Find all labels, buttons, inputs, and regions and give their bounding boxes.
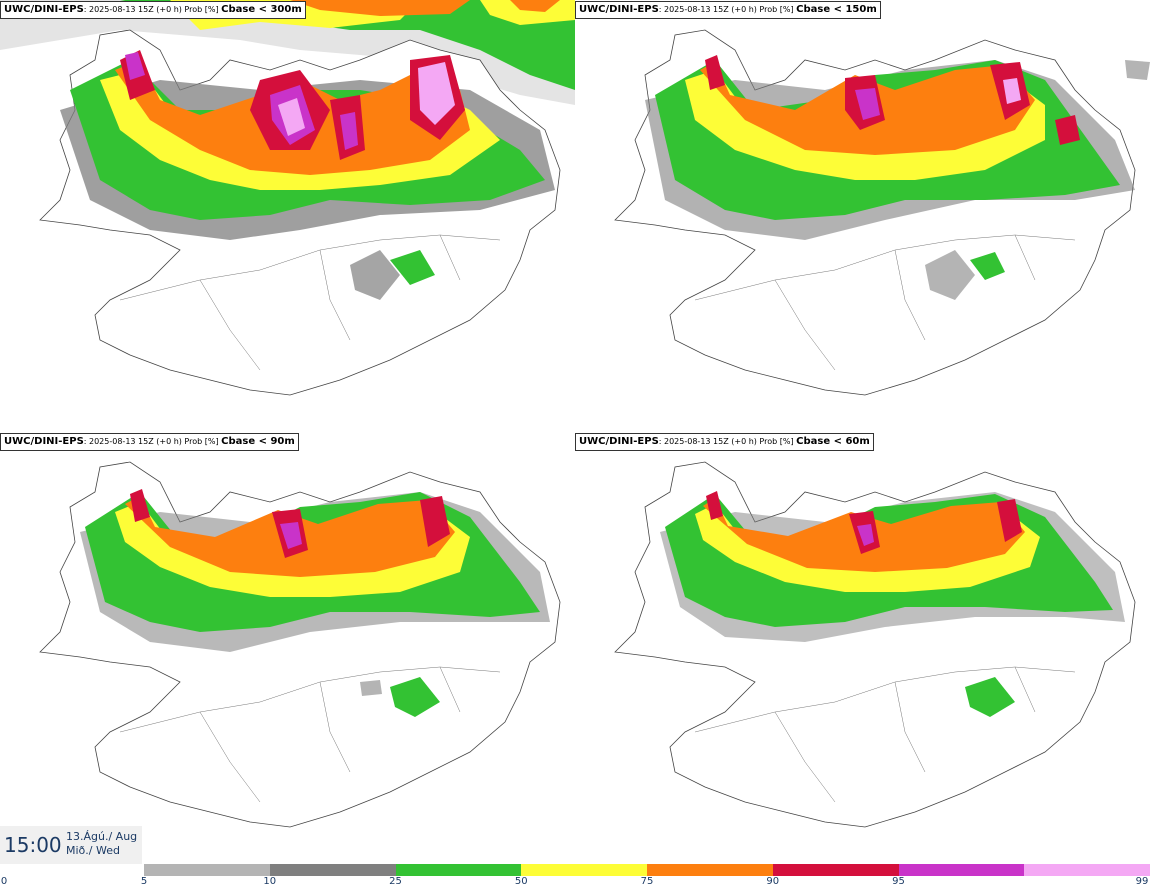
run-meta: : 2025-08-13 15Z (+0 h) Prob [%] [83, 437, 222, 446]
map-cbase-150 [614, 29, 1150, 396]
date-line-1: 13.Ágú./ Aug [66, 830, 138, 843]
source-label: UWC/DINI-EPS [4, 436, 84, 447]
colorbar-segment [898, 864, 1025, 876]
map-panel-cbase-60: UWC/DINI-EPS: 2025-08-13 15Z (+0 h) Prob… [575, 432, 1150, 862]
map-panel-cbase-150: UWC/DINI-EPS: 2025-08-13 15Z (+0 h) Prob… [575, 0, 1150, 430]
map-cbase-90 [39, 461, 561, 828]
colorbar-tick-label: 95 [892, 876, 905, 887]
colorbar-tick-label: 50 [514, 876, 528, 887]
run-meta: : 2025-08-13 15Z (+0 h) Prob [%] [658, 5, 797, 14]
colorbar-tick-label: 10 [263, 876, 277, 887]
colorbar-segment [269, 864, 396, 876]
run-meta: : 2025-08-13 15Z (+0 h) Prob [%] [83, 5, 222, 14]
colorbar-segment [144, 864, 270, 876]
map-panel-cbase-300: UWC/DINI-EPS: 2025-08-13 15Z (+0 h) Prob… [0, 0, 575, 430]
map-cbase-60 [614, 461, 1136, 828]
variable-label: Cbase < 60m [796, 436, 870, 447]
source-label: UWC/DINI-EPS [579, 436, 659, 447]
source-label: UWC/DINI-EPS [4, 4, 84, 15]
colorbar-segment [647, 864, 773, 876]
valid-time: 15:00 [4, 833, 62, 857]
run-meta: : 2025-08-13 15Z (+0 h) Prob [%] [658, 437, 797, 446]
variable-label: Cbase < 150m [796, 4, 877, 15]
colorbar-tick-label: 0 [0, 876, 8, 887]
source-label: UWC/DINI-EPS [579, 4, 659, 15]
colorbar-segment [395, 864, 522, 876]
map-cbase-300 [0, 0, 575, 396]
panel-title: UWC/DINI-EPS: 2025-08-13 15Z (+0 h) Prob… [575, 433, 874, 451]
panel-title: UWC/DINI-EPS: 2025-08-13 15Z (+0 h) Prob… [0, 1, 306, 19]
probability-colorbar [144, 864, 1150, 876]
colorbar-tick-label: 5 [140, 876, 148, 887]
colorbar-tick-label: 99 [1135, 876, 1149, 887]
panel-title: UWC/DINI-EPS: 2025-08-13 15Z (+0 h) Prob… [0, 433, 299, 451]
map-panel-cbase-90: UWC/DINI-EPS: 2025-08-13 15Z (+0 h) Prob… [0, 432, 575, 862]
colorbar-ticks: 0 5 10 25 50 75 90 95 99 [0, 876, 1150, 891]
variable-label: Cbase < 300m [221, 4, 302, 15]
panel-title: UWC/DINI-EPS: 2025-08-13 15Z (+0 h) Prob… [575, 1, 881, 19]
colorbar-tick-label: 90 [766, 876, 780, 887]
valid-time-box: 15:00 13.Ágú./ Aug Mið./ Wed [0, 826, 142, 864]
colorbar-tick-label: 25 [389, 876, 402, 887]
colorbar-segment [772, 864, 899, 876]
date-line-2: Mið./ Wed [66, 844, 120, 857]
valid-date: 13.Ágú./ Aug Mið./ Wed [66, 830, 137, 858]
colorbar-segment [521, 864, 647, 876]
colorbar-segment [1024, 864, 1150, 876]
colorbar-tick-label: 75 [640, 876, 654, 887]
variable-label: Cbase < 90m [221, 436, 295, 447]
